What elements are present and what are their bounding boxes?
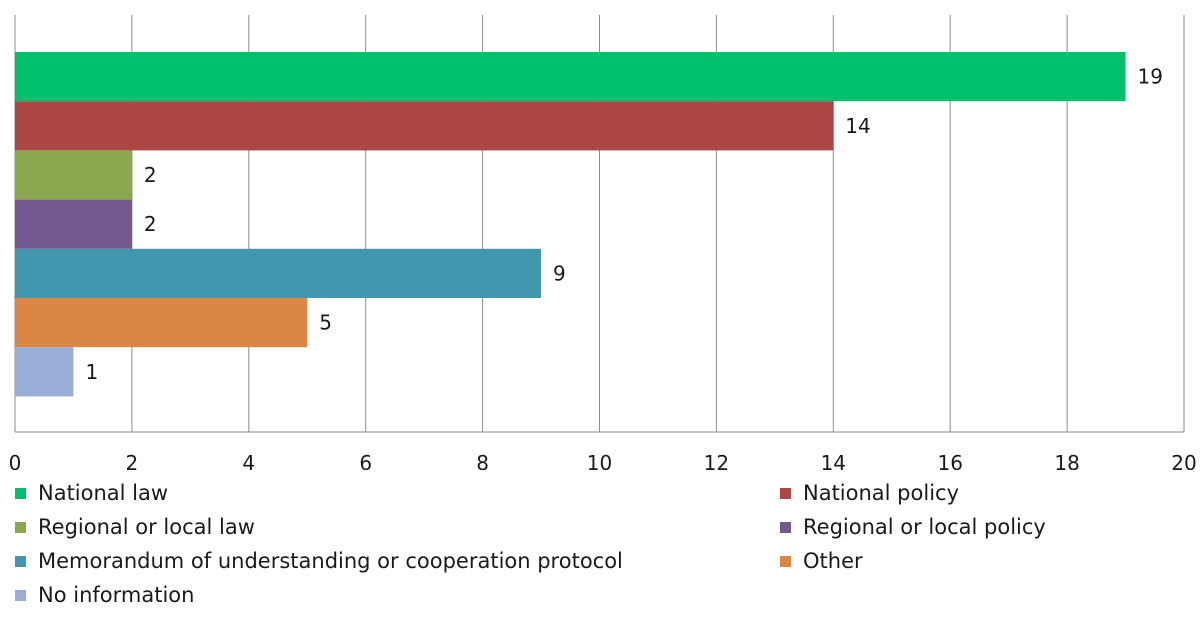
x-tick-label: 14	[821, 451, 846, 470]
legend-item: Regional or local law	[15, 512, 255, 542]
x-tick-label: 18	[1054, 451, 1079, 470]
legend-swatch	[15, 589, 26, 601]
legend-item: Memorandum of understanding or cooperati…	[15, 546, 623, 576]
bar-chart: 19 14 2 2 9 5 1 0 2 4 6 8 10 12 14 16 18 20	[9, 15, 1197, 470]
x-tick-label: 4	[242, 451, 255, 470]
data-label: 2	[144, 163, 157, 187]
data-labels: 19 14 2 2 9 5 1	[85, 65, 1163, 384]
bar	[15, 347, 74, 397]
legend: National law National policy Regional or l…	[0, 478, 1202, 628]
data-label: 5	[319, 311, 332, 335]
legend-item: National policy	[780, 478, 959, 508]
bars	[15, 52, 1126, 397]
legend-item: No information	[15, 580, 194, 610]
data-label: 1	[85, 360, 98, 384]
data-label: 19	[1138, 65, 1163, 89]
data-label: 14	[845, 114, 870, 138]
data-label: 9	[553, 261, 566, 285]
legend-label: Regional or local policy	[803, 515, 1046, 539]
legend-item: Other	[780, 546, 863, 576]
legend-swatch	[15, 487, 26, 499]
legend-label: National law	[38, 481, 169, 505]
x-tick-label: 8	[476, 451, 489, 470]
legend-swatch	[780, 521, 791, 533]
legend-label: National policy	[803, 481, 960, 505]
legend-swatch	[780, 555, 791, 567]
bar	[15, 101, 834, 151]
legend-label: Other	[803, 549, 863, 573]
data-label: 2	[144, 212, 157, 236]
legend-label: No information	[38, 583, 195, 607]
legend-label: Regional or local law	[38, 515, 255, 539]
x-tick-label: 0	[9, 451, 22, 470]
legend-item: National law	[15, 478, 168, 508]
bar	[15, 248, 542, 298]
legend-label: Memorandum of understanding or cooperati…	[38, 549, 623, 573]
legend-swatch	[15, 521, 26, 533]
x-tick-label: 12	[704, 451, 729, 470]
legend-swatch	[780, 487, 791, 499]
bar	[15, 199, 132, 249]
x-tick-label: 2	[126, 451, 139, 470]
x-tick-label: 6	[359, 451, 372, 470]
legend-swatch	[15, 555, 26, 567]
x-tick-label: 10	[587, 451, 612, 470]
bar	[15, 52, 1126, 102]
legend-item: Regional or local policy	[780, 512, 1046, 542]
bar	[15, 150, 132, 200]
x-axis-tick-labels: 0 2 4 6 8 10 12 14 16 18 20	[9, 451, 1197, 470]
x-tick-label: 16	[937, 451, 962, 470]
bar	[15, 298, 308, 348]
x-tick-label: 20	[1171, 451, 1196, 470]
